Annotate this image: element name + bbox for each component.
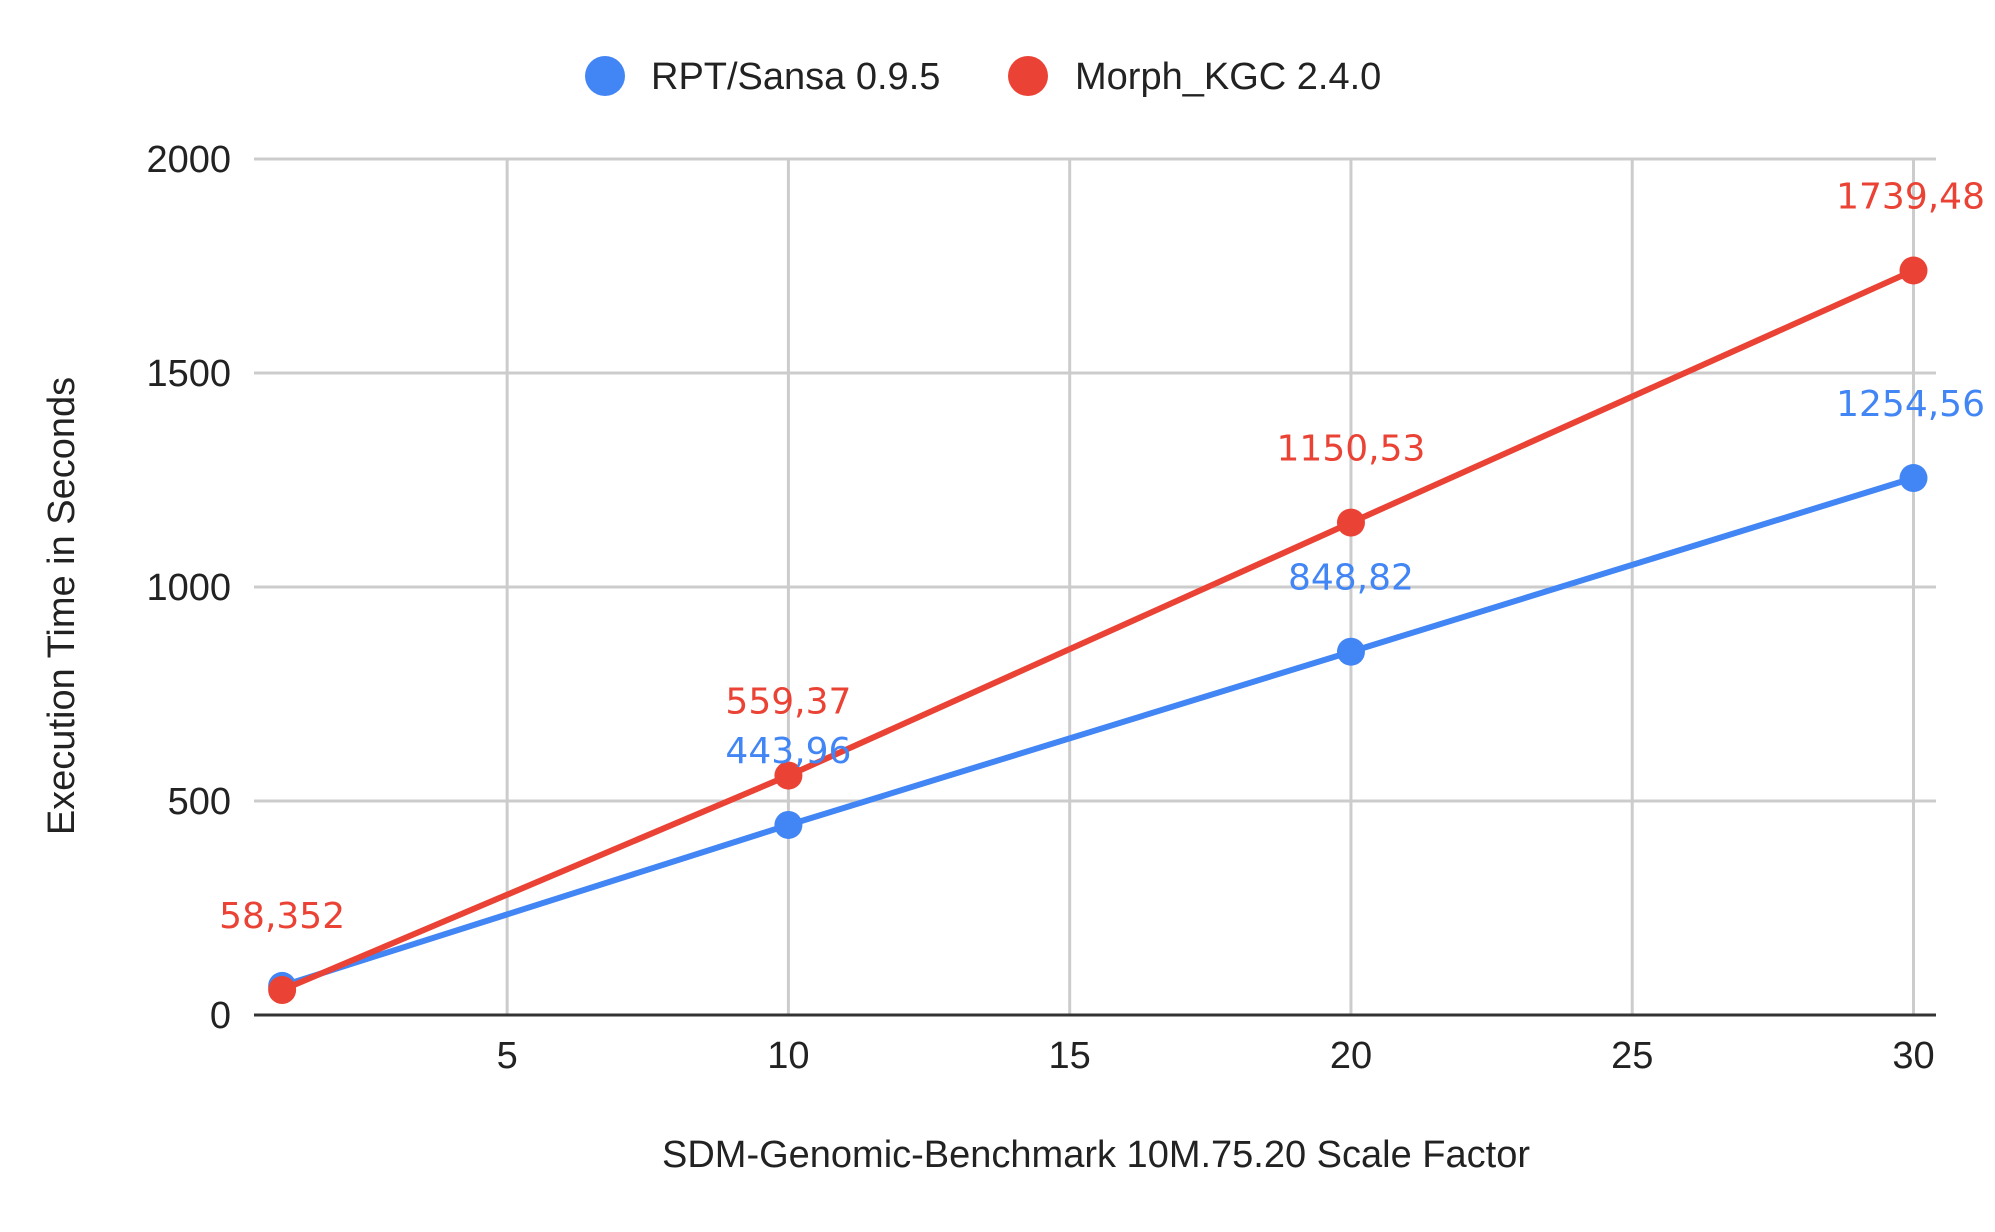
data-labels: 443,96 848,82 1254,56 58,352 559,37 1150,53 17… — [219, 177, 1985, 938]
data-point — [1899, 464, 1928, 493]
data-point — [1336, 508, 1365, 537]
x-tick-label: 10 — [767, 1035, 809, 1077]
legend-label: RPT/Sansa 0.9.5 — [651, 56, 940, 98]
data-point — [774, 810, 803, 839]
data-point — [1336, 637, 1365, 666]
y-tick-label: 500 — [168, 781, 231, 823]
y-axis-title: Execution Time in Seconds — [41, 377, 83, 835]
legend-item: Morph_KGC 2.4.0 — [1008, 56, 1381, 98]
legend-marker — [1008, 56, 1048, 96]
legend: RPT/Sansa 0.9.5 Morph_KGC 2.4.0 — [585, 56, 1381, 98]
legend-item: RPT/Sansa 0.9.5 — [585, 56, 940, 98]
x-tick-label: 25 — [1611, 1035, 1653, 1077]
x-tick-label: 30 — [1892, 1035, 1934, 1077]
x-tick-label: 20 — [1330, 1035, 1372, 1077]
data-label: 1739,48 — [1836, 177, 1985, 218]
grid-lines — [254, 157, 1936, 1015]
data-label: 559,37 — [725, 682, 851, 723]
series-line — [280, 267, 1915, 993]
series-2 — [268, 256, 1928, 1005]
data-point — [774, 761, 803, 790]
data-label: 848,82 — [1288, 558, 1414, 599]
x-axis-title: SDM-Genomic-Benchmark 10M.75.20 Scale Fa… — [662, 1134, 1530, 1176]
series-1 — [268, 464, 1928, 1000]
y-tick-label: 0 — [210, 995, 231, 1037]
data-point — [1899, 256, 1928, 285]
y-tick-label: 2000 — [146, 139, 231, 181]
series-line — [281, 475, 1915, 989]
legend-marker — [585, 56, 625, 96]
series-layer — [268, 256, 1928, 1005]
data-label: 443,96 — [725, 731, 851, 772]
x-tick-label: 15 — [1049, 1035, 1091, 1077]
data-label: 58,352 — [219, 896, 345, 937]
data-label: 1254,56 — [1836, 384, 1985, 425]
data-point — [268, 976, 297, 1005]
data-label: 1150,53 — [1277, 429, 1426, 470]
legend-label: Morph_KGC 2.4.0 — [1075, 56, 1381, 98]
axes: 0 500 1000 1500 2000 5 10 15 20 25 30 — [146, 139, 1936, 1077]
y-tick-label: 1000 — [146, 567, 231, 609]
y-tick-label: 1500 — [146, 353, 231, 395]
x-tick-label: 5 — [497, 1035, 518, 1077]
